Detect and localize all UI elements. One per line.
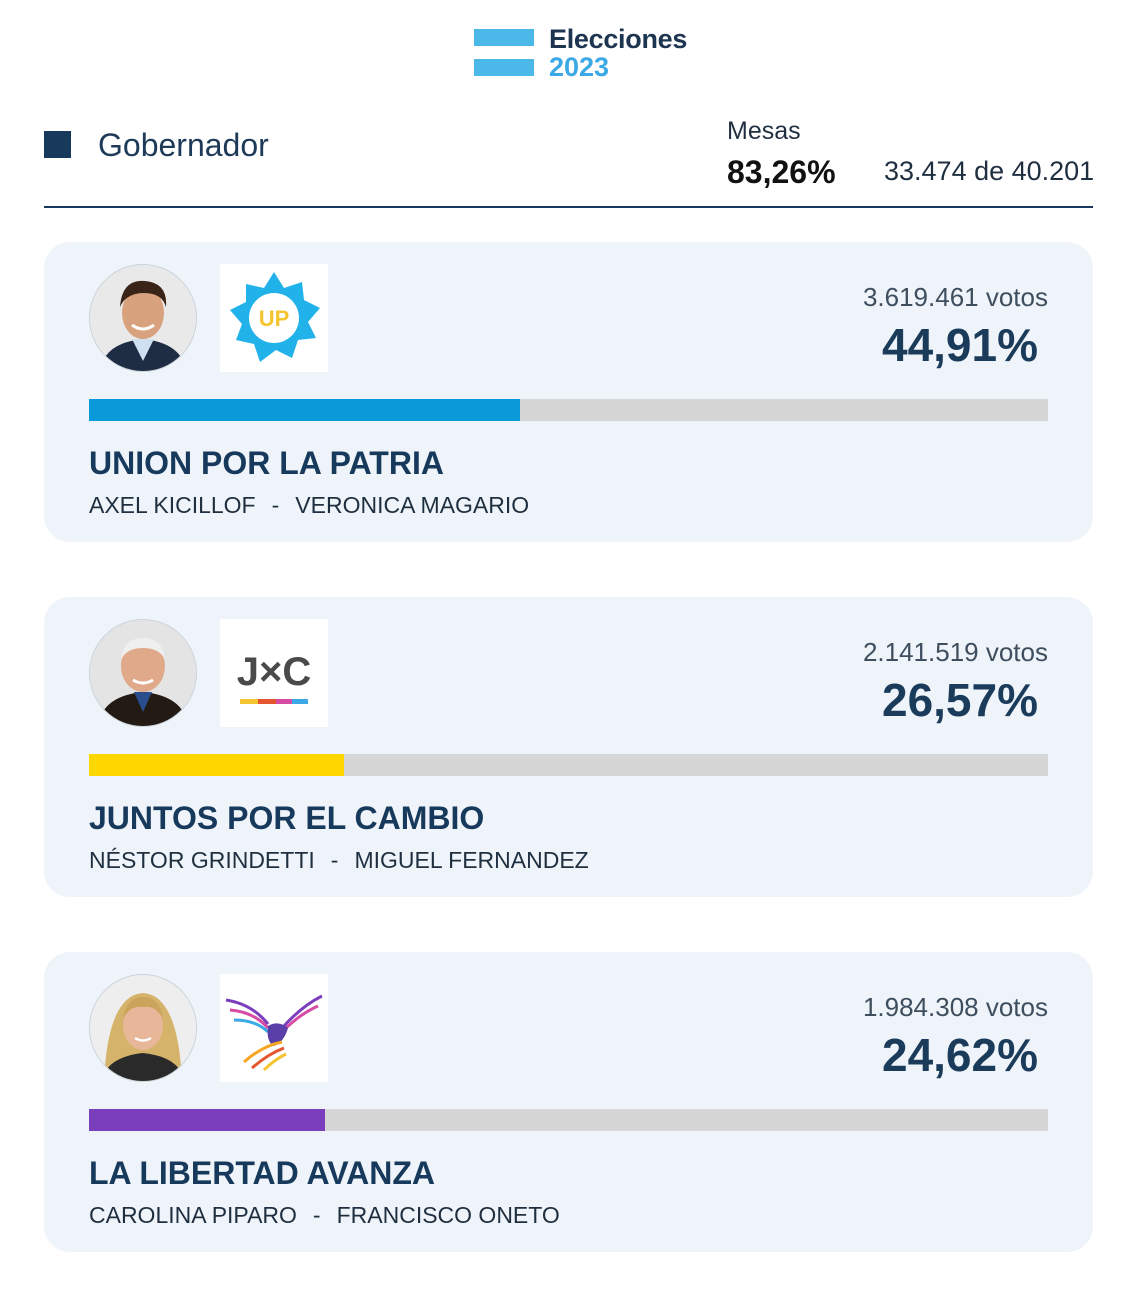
progress-fill bbox=[89, 754, 344, 776]
result-card-la-libertad-avanza[interactable]: 1.984.308 votos 24,62% LA LIBERTAD AVANZ… bbox=[44, 952, 1093, 1252]
candidate-vice: VERONICA MAGARIO bbox=[295, 492, 530, 518]
candidate-governor: CAROLINA PIPARO bbox=[89, 1202, 297, 1228]
party-name: JUNTOS POR EL CAMBIO bbox=[89, 800, 485, 836]
party-name: UNION POR LA PATRIA bbox=[89, 445, 444, 481]
progress-track bbox=[89, 1109, 1048, 1131]
progress-track bbox=[89, 399, 1048, 421]
progress-track bbox=[89, 754, 1048, 776]
result-card-juntos-por-el-cambio[interactable]: J×C 2.141.519 votos 26,57% JUNTOS POR EL… bbox=[44, 597, 1093, 897]
candidate-separator: - bbox=[312, 1202, 321, 1228]
result-card-union-por-la-patria[interactable]: UP 3.619.461 votos 44,91% UNION POR LA P… bbox=[44, 242, 1093, 542]
vote-count: 3.619.461 votos bbox=[862, 282, 1048, 312]
mesas-count: 33.474 de 40.201 bbox=[884, 156, 1095, 186]
eagle-icon bbox=[225, 994, 323, 1072]
candidate-governor: AXEL KICILLOF bbox=[89, 492, 256, 518]
candidates: NÉSTOR GRINDETTI - MIGUEL FERNANDEZ bbox=[89, 847, 589, 874]
logo-year: 2023 bbox=[549, 52, 610, 82]
party-name: LA LIBERTAD AVANZA bbox=[89, 1155, 436, 1191]
candidate-avatar bbox=[89, 264, 197, 372]
progress-fill bbox=[89, 1109, 326, 1131]
candidate-governor: NÉSTOR GRINDETTI bbox=[89, 847, 315, 873]
party-logo-up: UP bbox=[220, 264, 328, 372]
party-logo-jxc: J×C bbox=[220, 619, 328, 727]
party-logo-text: J×C bbox=[237, 650, 312, 694]
flag-stripe-top bbox=[474, 29, 534, 46]
candidate-separator: - bbox=[330, 847, 339, 873]
candidate-avatar bbox=[89, 619, 197, 727]
vote-count: 1.984.308 votos bbox=[862, 992, 1048, 1022]
section-title: Gobernador bbox=[98, 127, 269, 163]
mesas-label: Mesas bbox=[727, 117, 801, 145]
vote-percent: 44,91% bbox=[881, 319, 1038, 371]
candidate-avatar bbox=[89, 974, 197, 1082]
candidate-separator: - bbox=[271, 492, 280, 518]
candidates: AXEL KICILLOF - VERONICA MAGARIO bbox=[89, 492, 529, 519]
party-logo-lla bbox=[220, 974, 328, 1082]
progress-fill bbox=[89, 399, 520, 421]
vote-count: 2.141.519 votos bbox=[862, 637, 1048, 667]
mesas-percent: 83,26% bbox=[727, 154, 836, 190]
vote-percent: 24,62% bbox=[881, 1029, 1038, 1081]
candidate-vice: MIGUEL FERNANDEZ bbox=[354, 847, 589, 873]
logo-title: Elecciones bbox=[549, 24, 688, 54]
section-marker-icon bbox=[44, 131, 71, 158]
vote-percent: 26,57% bbox=[881, 674, 1038, 726]
elecciones-logo: Elecciones 2023 bbox=[474, 24, 694, 82]
candidates: CAROLINA PIPARO - FRANCISCO ONETO bbox=[89, 1202, 560, 1229]
divider bbox=[44, 206, 1093, 208]
flag-stripe-bottom bbox=[474, 59, 534, 76]
party-logo-text: UP bbox=[259, 306, 290, 331]
candidate-vice: FRANCISCO ONETO bbox=[336, 1202, 560, 1228]
